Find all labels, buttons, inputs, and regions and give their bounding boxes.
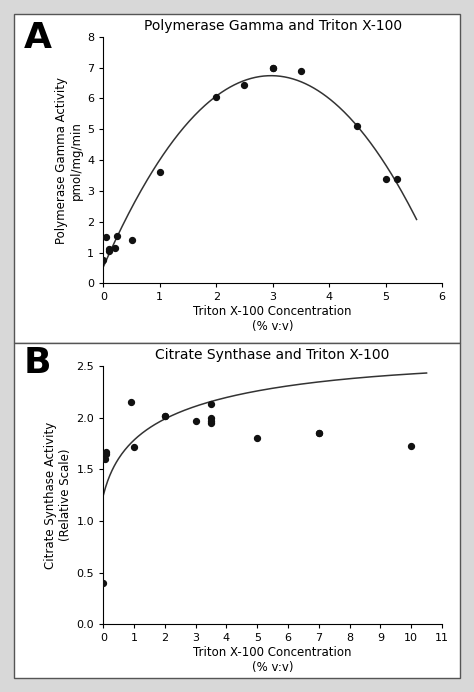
Point [161,410,169,421]
Title: Citrate Synthase and Triton X-100: Citrate Synthase and Triton X-100 [155,348,390,362]
Point [393,173,401,184]
Point [207,415,215,426]
Point [269,62,276,73]
Point [297,65,305,76]
Point [382,173,389,184]
Point [105,244,113,255]
Point [100,578,107,589]
Point [207,417,215,428]
Point [161,410,169,421]
Point [407,440,415,451]
Point [100,255,107,266]
Point [102,446,110,457]
Point [192,415,200,426]
Point [101,453,109,464]
Point [354,120,361,131]
Point [315,428,323,439]
Point [212,91,220,102]
Text: A: A [24,21,52,55]
Point [241,79,248,90]
Point [114,230,121,241]
Title: Polymerase Gamma and Triton X-100: Polymerase Gamma and Triton X-100 [144,19,401,33]
Point [102,448,110,459]
Point [254,433,261,444]
X-axis label: Triton X-100 Concentration
(% v:v): Triton X-100 Concentration (% v:v) [193,646,352,674]
Point [269,62,276,73]
Point [207,412,215,424]
Y-axis label: Polymerase Gamma Activity
pmol/mg/min: Polymerase Gamma Activity pmol/mg/min [55,77,83,244]
Text: B: B [24,346,51,380]
Point [105,246,113,257]
X-axis label: Triton X-100 Concentration
(% v:v): Triton X-100 Concentration (% v:v) [193,305,352,333]
Point [102,232,110,243]
Point [207,399,215,410]
Point [315,428,323,439]
Point [127,397,135,408]
Point [156,167,164,178]
Point [128,235,136,246]
Y-axis label: Citrate Synthase Activity
(Relative Scale): Citrate Synthase Activity (Relative Scal… [45,421,73,569]
Point [111,242,118,253]
Point [130,441,138,452]
